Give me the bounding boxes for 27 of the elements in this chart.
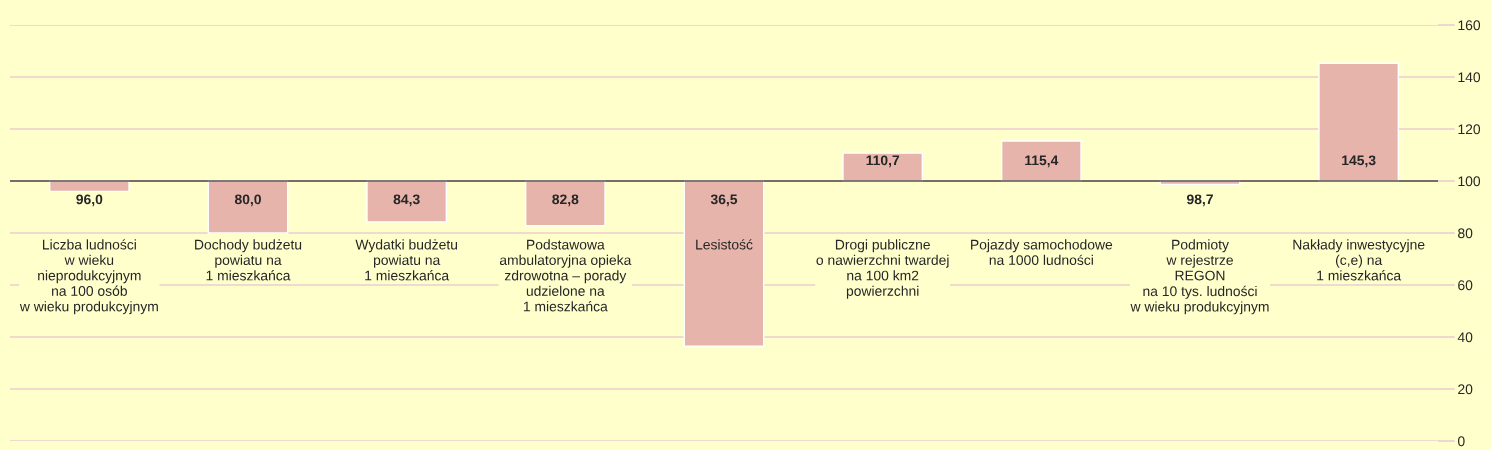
x-tick-label: Pojazdy samochodowe na 1000 ludności [971, 239, 1113, 265]
y-tick-label: 120 [1458, 124, 1481, 135]
x-tick-label: Drogi publiczne o nawierzchni twardej na 100 km2 powierzchni [816, 239, 949, 299]
x-tick-label: Liczba ludności w wieku nieprodukcyjnym na 100 osób w wieku produkcyjnym [19, 239, 158, 315]
x-tick-label: Lesistość [696, 239, 753, 250]
data-label: 115,4 [1025, 155, 1059, 168]
data-label: 98,7 [1186, 194, 1213, 207]
y-tick-label: 80 [1458, 228, 1473, 239]
data-label: 84,3 [393, 194, 420, 207]
y-tick-label: 20 [1458, 384, 1473, 395]
data-label: 80,0 [234, 194, 261, 207]
data-label: 82,8 [552, 194, 579, 207]
data-label: 145,3 [1342, 155, 1376, 168]
y-tick-label: 0 [1457, 436, 1465, 447]
y-tick-label: 40 [1457, 332, 1473, 343]
data-label: 36,5 [710, 194, 738, 207]
y-tick-label: 140 [1458, 72, 1481, 83]
y-tick-label: 60 [1458, 280, 1473, 291]
data-label: 110,7 [866, 155, 900, 168]
data-label: 96,0 [76, 194, 103, 207]
x-tick-label: Wydatki budżetu powiatu na 1 mieszkańca [355, 239, 458, 281]
x-tick-label: Dochody budżetu powiatu na 1 mieszkańca [195, 239, 302, 281]
x-tick-label: Podstawowa ambulatoryjna opieka zdrowotna – porady udzielone na 1 mieszkańca [499, 239, 632, 312]
x-tick-label: Nakłady inwestycyjne (c,e) na 1 mieszkańca [1293, 239, 1425, 281]
y-tick-label: 100 [1458, 176, 1481, 187]
y-tick-label: 160 [1458, 20, 1481, 31]
x-tick-label: Podmioty w rejestrze REGON na 10 tys. ludności w wieku produkcyjnym [1130, 239, 1269, 315]
